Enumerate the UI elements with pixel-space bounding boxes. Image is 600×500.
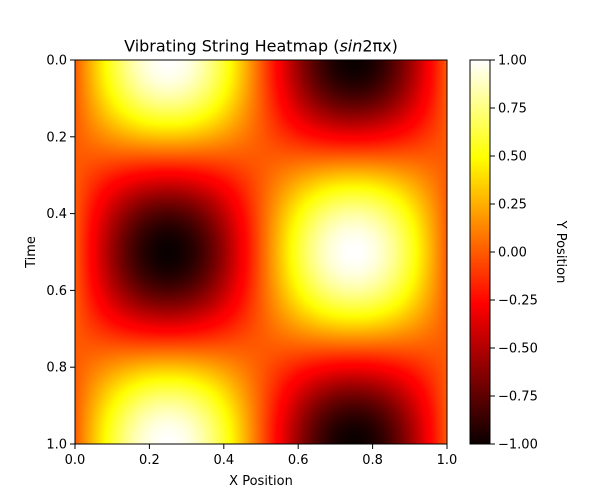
- colorbar-tick-label: −0.50: [498, 342, 538, 357]
- chart-title: Vibrating String Heatmap (sin2πx): [124, 37, 398, 56]
- colorbar-axis: 1.00 0.75 0.50 0.25 0.00 −0.25 −0.50 −0.75 −1.00: [490, 54, 538, 453]
- y-tick-label: 0.6: [46, 284, 67, 299]
- y-tick-label: 0.2: [46, 130, 67, 145]
- colorbar-tick-label: 0.00: [498, 246, 527, 261]
- colorbar-tick-label: −0.25: [498, 294, 538, 309]
- heatmap-image: [75, 60, 447, 444]
- colorbar: [469, 59, 491, 445]
- x-tick-label: 0.4: [213, 453, 234, 468]
- x-tick-label: 1.0: [437, 453, 458, 468]
- colorbar-label: Y Position: [553, 220, 568, 284]
- y-tick-label: 0.8: [46, 361, 67, 376]
- y-axis: 0.0 0.2 0.4 0.6 0.8 1.0: [46, 54, 75, 453]
- plot-frame: [74, 59, 448, 445]
- colorbar-tick-label: 0.50: [498, 150, 527, 165]
- x-tick-label: 0.6: [288, 453, 309, 468]
- colorbar-tick-label: −0.75: [498, 390, 538, 405]
- x-tick-label: 0.8: [362, 453, 383, 468]
- colorbar-tick-label: 1.00: [498, 54, 527, 69]
- colorbar-tick-label: −1.00: [498, 438, 538, 453]
- x-axis: 0.0 0.2 0.4 0.6 0.8 1.0: [65, 444, 458, 468]
- x-tick-label: 0.0: [65, 453, 86, 468]
- x-tick-label: 0.2: [139, 453, 160, 468]
- y-tick-label: 0.4: [46, 207, 67, 222]
- y-tick-label: 1.0: [46, 438, 67, 453]
- y-tick-label: 0.0: [46, 54, 67, 69]
- x-axis-label: X Position: [229, 474, 293, 489]
- colorbar-tick-label: 0.75: [498, 102, 527, 117]
- y-axis-label: Time: [24, 236, 39, 269]
- colorbar-tick-label: 0.25: [498, 198, 527, 213]
